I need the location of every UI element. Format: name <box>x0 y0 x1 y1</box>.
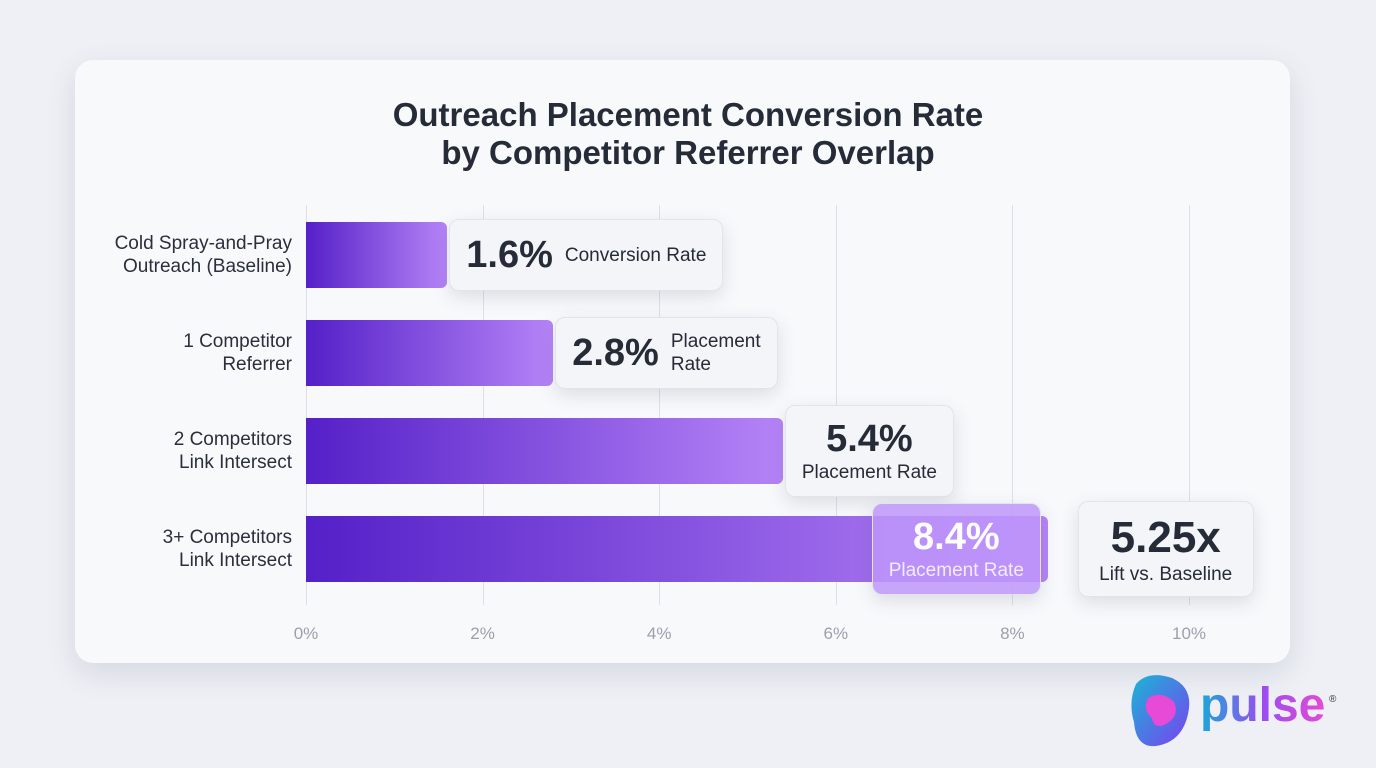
category-label: 1 Competitor Referrer <box>183 331 292 375</box>
value-callout: 5.4% Placement Rate <box>784 405 954 497</box>
value-label: 1.6% <box>466 233 553 276</box>
logo: pulse ® <box>1128 672 1348 752</box>
x-tick-label: 2% <box>470 624 495 643</box>
x-tick-label: 8% <box>1000 624 1025 643</box>
lift-callout: 5.25x Lift vs. Baseline <box>1077 501 1254 597</box>
grid-line <box>1012 205 1014 605</box>
value-note: Placement Rate <box>888 560 1024 581</box>
bar <box>306 320 554 386</box>
value-callout: 8.4% Placement Rate <box>871 503 1041 595</box>
x-tick-label: 4% <box>646 624 672 643</box>
value-callout: 1.6% Conversion Rate <box>449 219 724 291</box>
value-label: 2.8% <box>572 331 659 374</box>
x-tick-label: 6% <box>823 624 849 643</box>
lift-text: Lift vs. Baseline <box>1099 563 1233 585</box>
grid-line <box>659 205 661 605</box>
logo-text: pulse <box>1200 679 1326 732</box>
x-tick-label: 0% <box>293 624 319 643</box>
chart-title: Outreach Placement Conversion Rate by Co… <box>392 96 984 171</box>
grid-line <box>306 205 307 605</box>
grid-line <box>482 205 484 605</box>
value-note: Placement Rate <box>670 331 761 375</box>
category-label: Cold Spray-and-Pray Outreach (Baseline) <box>114 233 292 277</box>
value-note: Conversion Rate <box>564 244 707 266</box>
category-label: 3+ Competitors Link Intersect <box>162 527 292 571</box>
x-tick-label: 10% <box>1171 624 1207 643</box>
value-label: 5.4% <box>826 418 913 460</box>
bar <box>306 222 448 288</box>
logo-icon <box>1131 675 1190 747</box>
category-label: 2 Competitors Link Intersect <box>173 429 292 473</box>
bar <box>306 418 783 484</box>
value-label: 8.4% <box>913 516 1000 558</box>
logo-mark: ® <box>1329 694 1337 705</box>
value-callout: 2.8% Placement Rate <box>555 317 778 389</box>
lift-value: 5.25x <box>1110 512 1221 562</box>
grid-line <box>1189 205 1190 605</box>
value-note: Placement Rate <box>801 462 937 483</box>
